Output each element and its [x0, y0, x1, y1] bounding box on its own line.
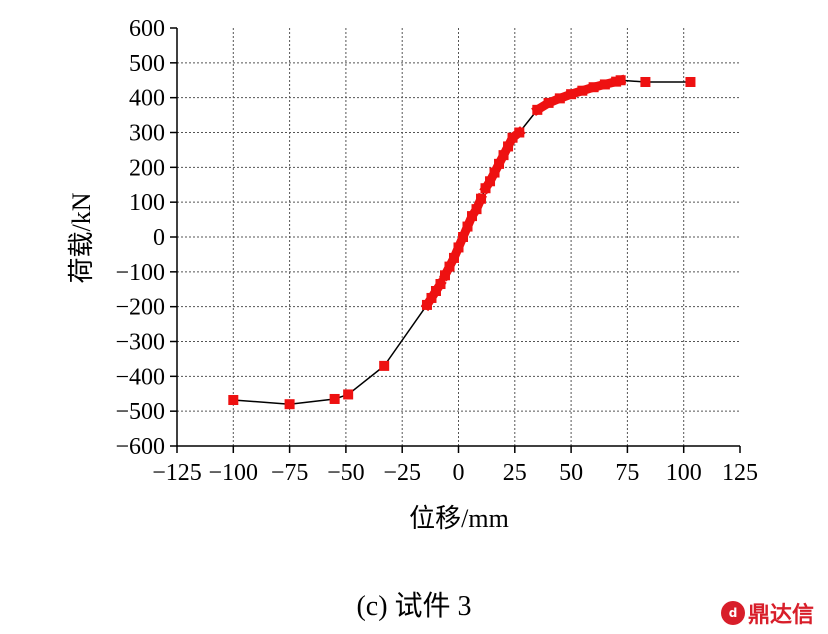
- y-tick-label: −500: [115, 399, 165, 425]
- x-tick-label: −50: [327, 460, 365, 486]
- data-point: [228, 395, 239, 406]
- watermark-text: 鼎达信: [747, 603, 814, 628]
- watermark: d 鼎达信: [720, 597, 814, 629]
- y-tick-label: −600: [115, 434, 165, 460]
- y-tick-label: −200: [115, 295, 165, 321]
- figure-caption: (c) 试件 3: [356, 591, 472, 622]
- data-point: [577, 85, 588, 96]
- data-point: [426, 292, 437, 303]
- tick-labels: −125 −100 −75 −50 −25 0 25 50 75 100 125 −600 −500 −4…: [115, 16, 758, 486]
- data-point: [489, 167, 500, 178]
- data-point: [685, 76, 696, 87]
- data-point: [532, 104, 543, 115]
- data-point: [599, 79, 610, 90]
- x-axis-title: 位移/mm: [409, 504, 509, 533]
- grid-lines: [177, 28, 740, 446]
- data-point: [329, 393, 340, 404]
- hysteresis-skeleton-chart: −125 −100 −75 −50 −25 0 25 50 75 100 125 −600 −500 −4…: [67, 16, 758, 533]
- x-tick-label: 25: [503, 460, 527, 486]
- data-point: [543, 97, 554, 108]
- axes: [170, 27, 741, 453]
- x-tick-label: −75: [271, 460, 309, 486]
- data-point: [554, 93, 565, 104]
- data-point: [471, 204, 482, 215]
- y-tick-label: 0: [153, 225, 165, 251]
- data-point: [588, 82, 599, 93]
- x-tick-label: 125: [722, 460, 758, 486]
- x-tick-label: 50: [559, 460, 583, 486]
- data-point: [462, 221, 473, 232]
- data-point: [439, 270, 450, 281]
- data-point: [467, 211, 478, 222]
- y-tick-label: 300: [129, 121, 165, 147]
- y-tick-label: 200: [129, 155, 165, 181]
- data-point: [458, 232, 469, 242]
- data-point: [421, 299, 432, 310]
- data-point: [448, 252, 459, 263]
- x-tick-label: −25: [383, 460, 421, 486]
- data-point: [435, 279, 446, 290]
- data-point: [343, 389, 354, 400]
- watermark-logo-icon: d: [720, 601, 745, 625]
- x-tick-label: −125: [152, 460, 202, 486]
- data-point: [480, 183, 491, 194]
- y-tick-label: −100: [115, 260, 165, 286]
- y-tick-label: 600: [129, 16, 165, 42]
- y-tick-label: −400: [115, 364, 165, 390]
- data-point: [284, 399, 295, 410]
- data-point: [566, 89, 577, 100]
- x-tick-label: −100: [209, 460, 259, 486]
- data-point: [430, 285, 441, 296]
- data-series: [228, 74, 696, 410]
- y-tick-label: 500: [129, 51, 165, 77]
- data-point: [444, 261, 455, 272]
- data-point: [379, 360, 390, 371]
- data-point: [640, 76, 651, 87]
- x-tick-label: 75: [615, 460, 639, 486]
- data-point: [507, 132, 518, 143]
- data-point: [476, 193, 487, 204]
- y-tick-label: 400: [129, 86, 165, 112]
- x-tick-label: 0: [453, 460, 465, 486]
- data-point: [494, 158, 505, 169]
- data-point: [514, 127, 525, 138]
- data-point: [498, 150, 509, 161]
- y-tick-label: 100: [129, 190, 165, 216]
- data-point: [453, 242, 464, 253]
- data-point: [615, 75, 626, 86]
- data-point: [485, 176, 496, 187]
- data-point: [503, 141, 514, 152]
- y-tick-label: −300: [115, 330, 165, 356]
- x-tick-label: 100: [666, 460, 702, 486]
- y-axis-title: 荷载/kN: [67, 192, 96, 283]
